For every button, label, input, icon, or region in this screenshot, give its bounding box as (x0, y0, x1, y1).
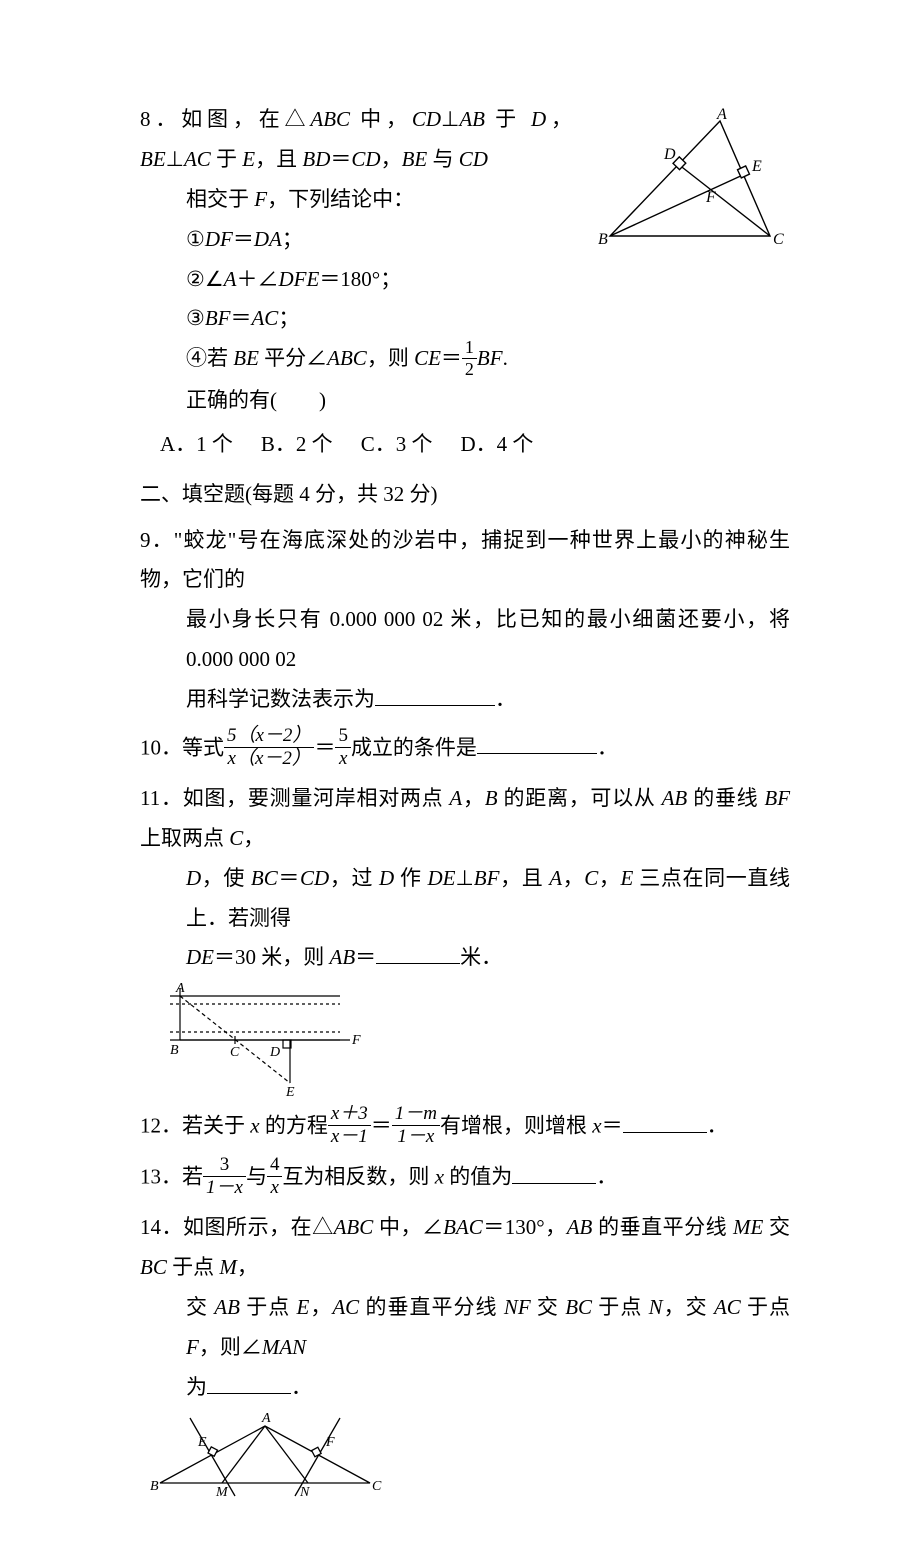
q11-figure: A B C D E F (140, 978, 790, 1098)
question-10: 10．等式5（x－2）x（x－2）＝5x成立的条件是． (140, 728, 790, 771)
q12-number: 12． (140, 1114, 182, 1138)
fig8-label-A: A (716, 106, 727, 123)
q14-blank (207, 1371, 291, 1394)
fig14-label-F: F (325, 1435, 335, 1450)
fig8-label-B: B (598, 231, 608, 248)
q9-line2: 最小身长只有 0.000 000 02 米，比已知的最小细菌还要小，将 0.00… (140, 600, 790, 680)
q8-statement-4: ④若 BE 平分∠ABC，则 CE＝12BF. (140, 339, 572, 381)
q8-stem-line1: 8．如图，在△ABC 中，CD⊥AB 于 D，BE⊥AC 于 E，且 BD＝CD… (140, 100, 572, 180)
fig14-label-B: B (150, 1479, 159, 1494)
fig11-label-C: C (230, 1045, 240, 1060)
q14-line1: 14．如图所示，在△ABC 中，∠BAC＝130°，AB 的垂直平分线 ME 交… (140, 1208, 790, 1288)
q8-choice-d: D．4 个 (460, 425, 533, 465)
fig11-label-F: F (351, 1033, 361, 1048)
q8-choices: A．1 个 B．2 个 C．3 个 D．4 个 (140, 425, 790, 465)
fig11-label-E: E (285, 1085, 295, 1098)
q9-line1: 9．"蛟龙"号在海底深处的沙岩中，捕捉到一种世界上最小的神秘生物，它们的 (140, 521, 790, 601)
fig14-label-C: C (372, 1479, 382, 1494)
q8-choice-a: A．1 个 (160, 425, 233, 465)
q13-fraction-1: 31－x (203, 1155, 246, 1198)
fig14-label-E: E (197, 1435, 207, 1450)
q8-fraction: 12 (462, 338, 477, 379)
q12-fraction-1: x＋3x－1 (328, 1104, 371, 1147)
q8-choice-c: C．3 个 (361, 425, 433, 465)
q12-blank (623, 1110, 707, 1133)
question-8: 8．如图，在△ABC 中，CD⊥AB 于 D，BE⊥AC 于 E，且 BD＝CD… (140, 100, 790, 465)
exam-page: 8．如图，在△ABC 中，CD⊥AB 于 D，BE⊥AC 于 E，且 BD＝CD… (0, 0, 920, 1566)
q9-line3: 用科学记数法表示为． (140, 680, 790, 720)
q12-line: 12．若关于 x 的方程x＋3x－1＝1－m1－x有增根，则增根 x＝． (140, 1106, 790, 1149)
q13-number: 13． (140, 1165, 182, 1189)
q9-blank (375, 683, 495, 706)
fig8-label-D: D (663, 146, 676, 163)
q11-blank (376, 941, 460, 964)
q11-line1: 11．如图，要测量河岸相对两点 A，B 的距离，可以从 AB 的垂线 BF 上取… (140, 779, 790, 859)
question-11: 11．如图，要测量河岸相对两点 A，B 的距离，可以从 AB 的垂线 BF 上取… (140, 779, 790, 1098)
q11-line2: D，使 BC＝CD，过 D 作 DE⊥BF，且 A，C，E 三点在同一直线上．若… (140, 859, 790, 939)
section-2-header: 二、填空题(每题 4 分，共 32 分) (140, 475, 790, 515)
q13-line: 13．若31－x与4x互为相反数，则 x 的值为． (140, 1157, 790, 1200)
q8-figure: A B C D E F (590, 106, 790, 251)
q8-stem-line2: 相交于 F，下列结论中： (140, 180, 572, 220)
fig8-label-F: F (705, 189, 716, 206)
question-12: 12．若关于 x 的方程x＋3x－1＝1－m1－x有增根，则增根 x＝． (140, 1106, 790, 1149)
q8-statement-1: ①DF＝DA； (140, 220, 572, 260)
question-14: 14．如图所示，在△ABC 中，∠BAC＝130°，AB 的垂直平分线 ME 交… (140, 1208, 790, 1497)
q12-fraction-2: 1－m1－x (392, 1104, 440, 1147)
fig11-label-D: D (269, 1045, 280, 1060)
fig8-label-C: C (773, 231, 784, 248)
q14-line3: 为． (140, 1368, 790, 1408)
q14-figure: A B C E F M N (140, 1408, 790, 1498)
q10-line: 10．等式5（x－2）x（x－2）＝5x成立的条件是． (140, 728, 790, 771)
q13-fraction-2: 4x (267, 1155, 283, 1198)
q8-number: 8． (140, 107, 181, 131)
q14-number: 14． (140, 1215, 183, 1239)
question-13: 13．若31－x与4x互为相反数，则 x 的值为． (140, 1157, 790, 1200)
fig11-label-A: A (175, 981, 185, 996)
q8-statement-3: ③BF＝AC； (140, 299, 572, 339)
q11-number: 11． (140, 786, 183, 810)
q10-fraction-1: 5（x－2）x（x－2） (224, 726, 314, 769)
q14-line2: 交 AB 于点 E，AC 的垂直平分线 NF 交 BC 于点 N，交 AC 于点… (140, 1288, 790, 1368)
fig14-label-N: N (299, 1485, 310, 1498)
fig14-label-A: A (261, 1411, 271, 1426)
q11-line3: DE＝30 米，则 AB＝米． (140, 938, 790, 978)
q8-choice-b: B．2 个 (261, 425, 333, 465)
q8-statement-2: ②∠A＋∠DFE＝180°； (140, 260, 572, 300)
q9-number: 9． (140, 528, 174, 552)
q10-number: 10． (140, 735, 182, 759)
question-9: 9．"蛟龙"号在海底深处的沙岩中，捕捉到一种世界上最小的神秘生物，它们的 最小身… (140, 521, 790, 720)
fig14-label-M: M (215, 1485, 229, 1498)
q10-fraction-2: 5x (335, 726, 351, 769)
q10-blank (477, 731, 597, 754)
q13-blank (512, 1160, 596, 1183)
fig11-label-B: B (170, 1043, 179, 1058)
fig8-label-E: E (751, 158, 762, 175)
q8-correct-prompt: 正确的有( ) (140, 381, 572, 421)
